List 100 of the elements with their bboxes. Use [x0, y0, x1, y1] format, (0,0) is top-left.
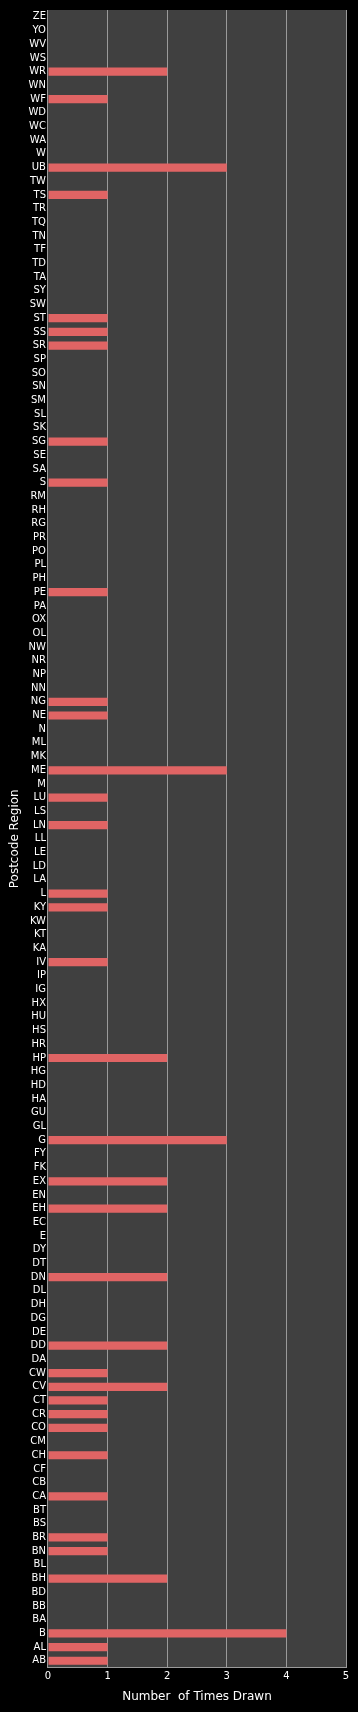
x-tick-label: 5: [342, 1670, 350, 1682]
y-tick-label: DN: [30, 1270, 46, 1282]
x-tick-label: 4: [283, 1670, 290, 1682]
y-tick-label: LE: [34, 846, 46, 858]
bar: [48, 1574, 168, 1583]
y-tick-label: L: [40, 887, 47, 899]
y-tick-label: ST: [33, 311, 47, 323]
y-tick-label: HD: [30, 1078, 47, 1090]
y-tick-label: DT: [32, 1257, 47, 1269]
bar: [48, 437, 108, 446]
y-tick-label: WV: [29, 37, 47, 49]
y-tick-label: EC: [32, 1215, 46, 1227]
y-tick-label: BS: [32, 1517, 46, 1529]
y-tick-label: DD: [30, 1339, 47, 1351]
y-tick-label: RG: [31, 517, 46, 529]
y-tick-label: WN: [28, 78, 46, 90]
y-tick-label: HX: [31, 996, 47, 1008]
y-tick-label: UB: [31, 161, 47, 173]
y-tick-label: LD: [32, 859, 47, 871]
bar: [48, 1451, 108, 1460]
bar: [48, 1642, 108, 1652]
y-tick-label: AB: [32, 1654, 47, 1666]
y-tick-label: WD: [28, 106, 47, 118]
y-tick-label: BH: [31, 1572, 46, 1584]
bar: [48, 1547, 108, 1556]
y-tick-label: BD: [31, 1585, 47, 1597]
y-tick-label: DE: [31, 1325, 46, 1337]
bar: [48, 478, 108, 487]
y-tick-label: SA: [32, 462, 47, 474]
bar: [48, 1629, 287, 1638]
y-tick-label: TS: [32, 188, 46, 200]
y-tick-label: SY: [33, 284, 47, 296]
y-tick-label: NN: [31, 681, 46, 693]
y-tick-label: IP: [37, 969, 46, 981]
bar: [48, 697, 108, 706]
y-tick-label: ML: [31, 736, 47, 748]
y-tick-label: KT: [34, 928, 47, 940]
bar: [48, 820, 108, 830]
y-tick-label: TA: [32, 270, 47, 282]
y-tick-label: EH: [32, 1202, 46, 1214]
bar: [48, 957, 108, 967]
bar: [48, 1382, 168, 1391]
bar: [48, 341, 108, 350]
y-tick-label: GU: [30, 1106, 46, 1118]
bar: [48, 327, 108, 337]
y-tick-label: DH: [30, 1298, 46, 1310]
y-tick-label: HR: [31, 1037, 47, 1049]
y-tick-label: WR: [29, 65, 47, 77]
y-tick-label: PA: [33, 599, 47, 611]
y-tick-label: B: [39, 1626, 47, 1638]
y-tick-label: SG: [31, 435, 46, 447]
y-tick-label: CA: [32, 1489, 47, 1501]
bar: [48, 1492, 108, 1501]
x-tick-label: 2: [164, 1670, 171, 1682]
y-tick-label: RM: [30, 489, 46, 501]
y-tick-label: CV: [32, 1380, 47, 1392]
y-tick-label: PH: [32, 572, 46, 584]
y-tick-label: NR: [31, 654, 47, 666]
y-tick-label: WC: [29, 120, 46, 132]
y-tick-label: CT: [32, 1394, 47, 1406]
y-tick-label: SM: [31, 394, 46, 406]
bar: [48, 1177, 168, 1186]
y-tick-label: YO: [31, 24, 47, 36]
y-tick-label: CO: [31, 1421, 47, 1433]
y-tick-label: TN: [31, 229, 46, 241]
y-tick-label: PO: [32, 544, 47, 556]
y-tick-label: HS: [32, 1024, 46, 1036]
y-tick-label: TF: [33, 243, 47, 255]
y-tick-label: HU: [31, 1010, 46, 1022]
bar: [48, 1410, 108, 1419]
bar: [48, 903, 108, 912]
bar: [48, 163, 227, 172]
y-tick-label: AL: [33, 1640, 47, 1652]
y-tick-label: G: [38, 1133, 46, 1145]
bar: [48, 1533, 108, 1542]
y-tick-label: ZE: [32, 10, 46, 22]
y-tick-label: OX: [31, 613, 47, 625]
y-tick-label: BN: [31, 1544, 46, 1556]
bar: [48, 1136, 227, 1145]
y-tick-label: NP: [32, 668, 46, 679]
bar: [48, 588, 108, 597]
bar: [48, 1423, 108, 1432]
y-tick-label: SW: [29, 298, 47, 310]
bar: [48, 314, 108, 323]
y-tick-label: SL: [34, 407, 47, 419]
x-axis-title: Number of Times Drawn: [122, 1688, 272, 1703]
y-tick-label: S: [39, 476, 46, 488]
bar: [48, 94, 108, 104]
y-tick-label: TW: [28, 174, 47, 186]
y-tick-label: OL: [32, 626, 47, 638]
bar: [48, 1053, 168, 1063]
y-tick-label: BL: [33, 1558, 47, 1570]
y-tick-label: CM: [30, 1435, 46, 1447]
y-tick-label: TR: [31, 202, 47, 214]
y-tick-label: DG: [30, 1311, 46, 1323]
y-tick-label: CB: [32, 1476, 47, 1488]
y-tick-label: GL: [32, 1120, 47, 1132]
bar: [48, 1368, 108, 1378]
y-tick-label: SK: [33, 421, 47, 433]
bar: [48, 1204, 168, 1213]
